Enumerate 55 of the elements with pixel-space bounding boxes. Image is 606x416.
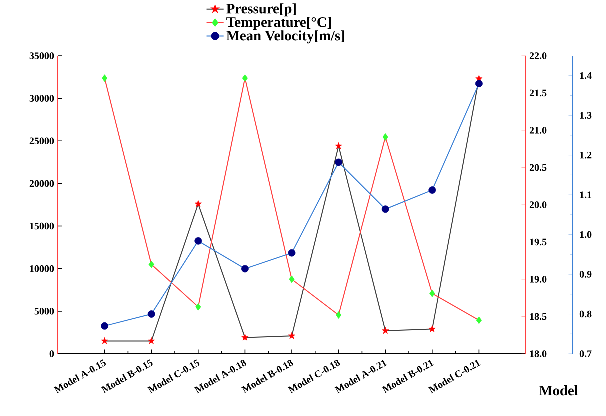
point bbox=[335, 142, 342, 150]
point bbox=[476, 80, 483, 88]
point bbox=[288, 332, 296, 340]
y-tick-label: 25000 bbox=[30, 138, 54, 145]
y3-tick-label: 1.2 bbox=[580, 152, 592, 159]
y2-tick-label: 20.5 bbox=[530, 164, 547, 172]
point bbox=[102, 74, 108, 82]
y3-tick-label: 0.8 bbox=[580, 310, 592, 318]
y-tick-label: 5000 bbox=[34, 308, 54, 315]
point bbox=[476, 316, 482, 324]
point bbox=[242, 334, 249, 341]
point bbox=[148, 260, 154, 268]
y-tick-label: 0 bbox=[50, 350, 54, 358]
y-tick-label: 35000 bbox=[30, 52, 54, 60]
point bbox=[101, 322, 109, 330]
y2-tick-label: 19.5 bbox=[530, 238, 547, 246]
y3-tick-label: 0.9 bbox=[580, 271, 592, 278]
legend-label: Temperature[°C] bbox=[226, 17, 332, 30]
point bbox=[335, 158, 343, 166]
y2-tick-label: 18.5 bbox=[530, 313, 547, 320]
y2-tick-label: 20.0 bbox=[530, 202, 547, 208]
point bbox=[428, 326, 436, 332]
point bbox=[148, 338, 156, 344]
y-tick-label: 10000 bbox=[30, 265, 54, 272]
y2-tick-label: 18.0 bbox=[530, 350, 547, 358]
y-tick-label: 15000 bbox=[30, 222, 54, 230]
point bbox=[194, 200, 202, 208]
point bbox=[430, 290, 436, 298]
point bbox=[194, 237, 202, 245]
point bbox=[382, 206, 390, 214]
point bbox=[196, 303, 202, 311]
point bbox=[382, 134, 388, 141]
y3-tick-label: 1.3 bbox=[580, 112, 592, 119]
y-tick-label: 20000 bbox=[30, 180, 54, 188]
point bbox=[242, 265, 249, 273]
point bbox=[148, 310, 156, 318]
y2-tick-label: 21.0 bbox=[530, 127, 547, 134]
y2-tick-label: 19.0 bbox=[530, 276, 547, 283]
x-axis-title: Model bbox=[539, 386, 578, 396]
y3-tick-label: 1.4 bbox=[580, 72, 592, 80]
point bbox=[289, 276, 295, 284]
point bbox=[288, 249, 296, 257]
legend-label: Pressure[p] bbox=[226, 4, 296, 17]
point bbox=[428, 186, 436, 194]
y-tick-label: 30000 bbox=[30, 95, 54, 102]
y3-tick-label: 1.0 bbox=[580, 231, 592, 238]
y3-tick-label: 1.1 bbox=[580, 192, 592, 198]
point bbox=[382, 327, 390, 334]
y3-tick-label: 0.7 bbox=[580, 350, 592, 358]
point bbox=[242, 74, 248, 82]
point bbox=[101, 338, 108, 344]
point bbox=[336, 312, 342, 319]
legend-label: Mean Velocity[m/s] bbox=[226, 30, 344, 44]
y2-tick-label: 21.5 bbox=[530, 90, 547, 97]
y2-tick-label: 22.0 bbox=[530, 52, 547, 60]
